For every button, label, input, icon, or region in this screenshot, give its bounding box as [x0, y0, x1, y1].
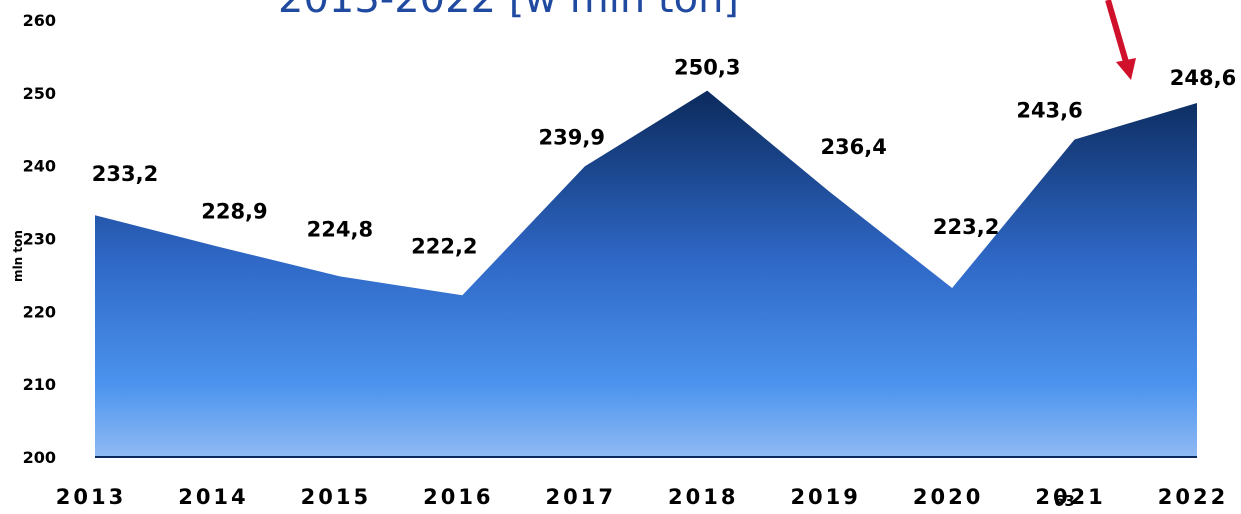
- y-tick-label: 200: [23, 448, 56, 467]
- x-tick-label: 2021: [1035, 485, 1105, 509]
- data-label: 222,2: [411, 234, 477, 258]
- area: [95, 90, 1197, 458]
- data-label: 224,8: [307, 217, 373, 241]
- data-label: 243,6: [1016, 98, 1082, 122]
- x-tick-label: 2022: [1158, 485, 1228, 509]
- y-tick-label: 260: [23, 11, 56, 30]
- data-label: 228,9: [201, 200, 267, 224]
- y-tick-label: 220: [23, 302, 56, 321]
- y-tick-label: 250: [23, 84, 56, 103]
- x-tick-label: 2014: [178, 485, 248, 509]
- x-tick-label: 2015: [301, 485, 371, 509]
- x-tick-label: 2017: [546, 485, 616, 509]
- y-tick-label: 230: [23, 230, 56, 249]
- y-tick-label: 210: [23, 375, 56, 394]
- x-tick-label: 2018: [668, 485, 738, 509]
- data-label: 233,2: [92, 162, 158, 186]
- data-label: 250,3: [674, 56, 740, 80]
- page-number: 63: [1054, 492, 1075, 510]
- y-tick-label: 240: [23, 157, 56, 176]
- data-label: 223,2: [933, 215, 999, 239]
- x-tick-label: 2016: [423, 485, 493, 509]
- data-label: 248,6: [1170, 66, 1236, 90]
- data-label: 236,4: [820, 135, 886, 159]
- data-label: 239,9: [539, 125, 605, 149]
- y-axis-label: mln ton: [11, 230, 25, 282]
- chart-title: 2013-2022 [w mln ton]: [278, 0, 739, 22]
- x-tick-label: 2013: [56, 485, 126, 509]
- arrow: [1105, 0, 1129, 63]
- x-tick-label: 2020: [913, 485, 983, 509]
- arrow-head: [1116, 58, 1136, 80]
- x-tick-label: 2019: [790, 485, 860, 509]
